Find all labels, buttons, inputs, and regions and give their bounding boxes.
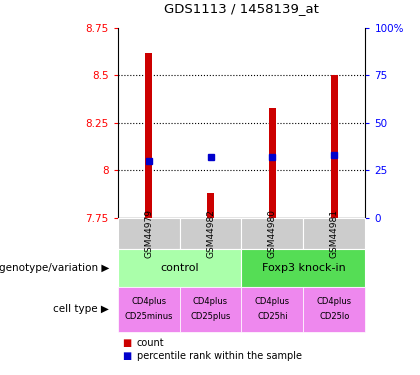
- Text: Foxp3 knock-in: Foxp3 knock-in: [262, 263, 345, 273]
- Text: GSM44979: GSM44979: [144, 209, 153, 258]
- Text: GSM44982: GSM44982: [206, 209, 215, 258]
- Text: control: control: [160, 263, 199, 273]
- Text: CD25hi: CD25hi: [257, 312, 288, 321]
- Bar: [331, 75, 338, 217]
- Text: cell type ▶: cell type ▶: [53, 304, 109, 314]
- Text: CD4plus: CD4plus: [317, 297, 352, 306]
- Text: CD25plus: CD25plus: [190, 312, 231, 321]
- Text: CD25lo: CD25lo: [319, 312, 349, 321]
- Text: percentile rank within the sample: percentile rank within the sample: [136, 351, 302, 361]
- Text: CD25minus: CD25minus: [124, 312, 173, 321]
- Text: ■: ■: [122, 351, 131, 361]
- Text: CD4plus: CD4plus: [131, 297, 166, 306]
- Text: ■: ■: [122, 338, 131, 348]
- Text: GSM44981: GSM44981: [330, 209, 339, 258]
- Text: genotype/variation ▶: genotype/variation ▶: [0, 263, 109, 273]
- Bar: [269, 108, 276, 218]
- Text: count: count: [136, 338, 164, 348]
- Bar: [207, 193, 214, 217]
- Text: CD4plus: CD4plus: [193, 297, 228, 306]
- Text: GSM44980: GSM44980: [268, 209, 277, 258]
- Text: CD4plus: CD4plus: [255, 297, 290, 306]
- Bar: [145, 53, 152, 217]
- Text: GDS1113 / 1458139_at: GDS1113 / 1458139_at: [164, 2, 319, 15]
